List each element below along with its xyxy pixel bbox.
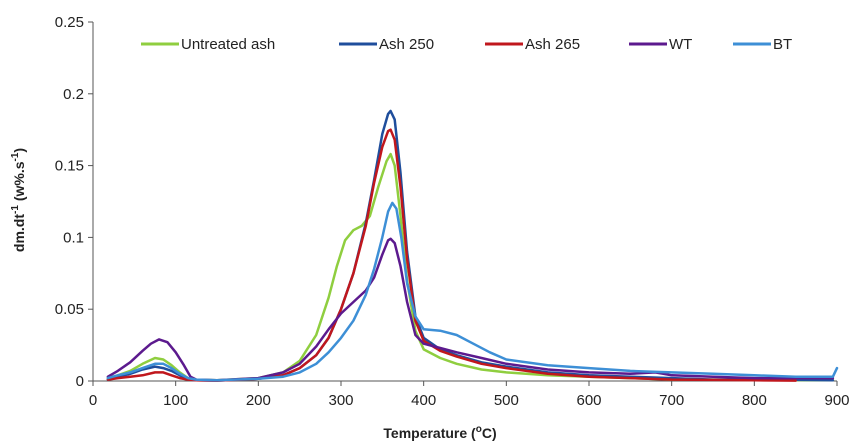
legend-label: Untreated ash	[181, 36, 275, 53]
y-tick-label: 0	[76, 373, 84, 390]
x-tick-label: 800	[742, 392, 767, 409]
series-line-untreated-ash	[106, 152, 835, 382]
legend-label: WT	[669, 36, 692, 53]
series-line-ash-265	[106, 128, 797, 382]
y-ticks: 0 0.05 0.1 0.15 0.2 0.25	[55, 14, 93, 390]
series-line-bt	[106, 201, 839, 382]
x-tick-label: 700	[659, 392, 684, 409]
x-ticks: 0 100 200 300 400 500 600 700 800 900	[89, 381, 850, 409]
legend-label: BT	[773, 36, 792, 53]
x-tick-label: 200	[246, 392, 271, 409]
x-tick-label: 900	[824, 392, 849, 409]
axes	[92, 22, 837, 382]
series-line-wt	[106, 237, 835, 382]
y-axis-title: dm.dt-1 (w%.s-1)	[10, 148, 27, 252]
legend-label: Ash 265	[525, 36, 580, 53]
x-tick-label: 500	[494, 392, 519, 409]
y-tick-label: 0.05	[55, 301, 84, 318]
x-tick-label: 0	[89, 392, 97, 409]
x-tick-label: 400	[411, 392, 436, 409]
legend: Untreated ash Ash 250 Ash 265 WT BT	[141, 36, 792, 53]
y-tick-label: 0.25	[55, 14, 84, 31]
x-axis-title: Temperature (oC)	[383, 424, 496, 441]
legend-label: Ash 250	[379, 36, 434, 53]
x-tick-label: 300	[328, 392, 353, 409]
y-tick-label: 0.1	[63, 229, 84, 246]
y-tick-label: 0.15	[55, 158, 84, 175]
x-tick-label: 100	[163, 392, 188, 409]
y-tick-label: 0.2	[63, 86, 84, 103]
series-group	[106, 109, 839, 382]
x-tick-label: 600	[576, 392, 601, 409]
series-line-ash-250	[106, 109, 835, 382]
